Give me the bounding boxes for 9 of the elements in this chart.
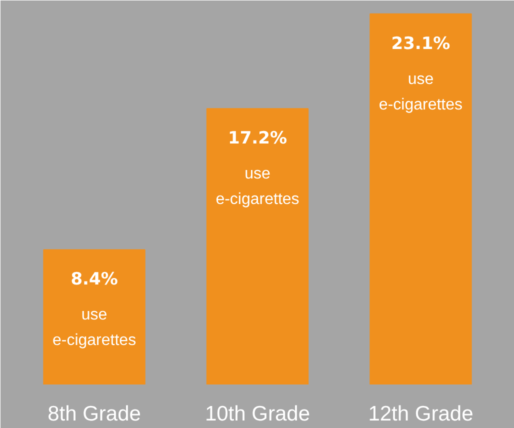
annotation: use e-cigarettes [216, 166, 300, 208]
x-tick-label: 12th Grade [368, 402, 474, 426]
data-label: 23.1% [391, 34, 450, 54]
annotation: use e-cigarettes [378, 70, 463, 114]
annotation: use e-cigarettes [52, 306, 136, 350]
x-tick-label: 8th Grade [48, 402, 141, 426]
x-tick-label: 10th Grade [204, 402, 310, 426]
data-label: 8.4% [70, 270, 118, 290]
data-label: 17.2% [228, 128, 287, 149]
